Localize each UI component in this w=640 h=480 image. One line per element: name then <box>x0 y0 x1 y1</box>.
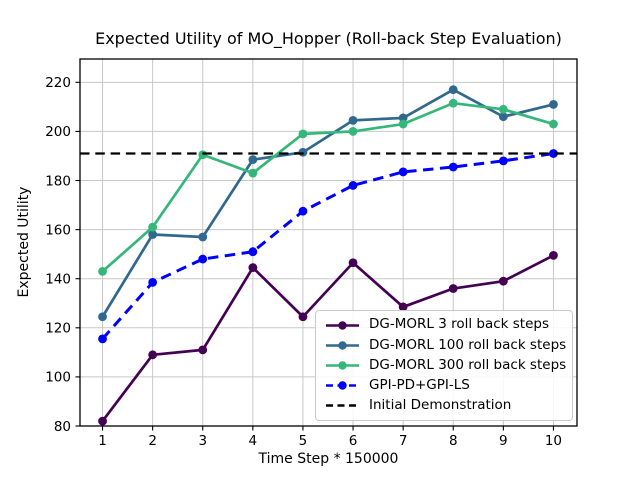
x-tick-label: 9 <box>499 433 508 449</box>
x-tick-label: 6 <box>349 433 358 449</box>
x-tick-label: 4 <box>249 433 258 449</box>
data-point-marker <box>549 100 558 109</box>
data-point-marker <box>248 263 258 273</box>
data-point-marker <box>298 206 308 216</box>
legend-line-sample <box>326 320 359 330</box>
data-point-marker <box>198 254 208 264</box>
y-tick-label: 120 <box>45 321 71 337</box>
legend-marker <box>338 361 347 370</box>
data-point-marker <box>298 129 308 139</box>
data-point-marker <box>348 127 358 136</box>
data-point-marker <box>148 277 158 287</box>
series-line-dg-morl-300-roll-back-steps <box>101 101 554 273</box>
chart-title: Expected Utility of MO_Hopper (Roll-back… <box>95 29 562 48</box>
data-point-marker <box>498 156 508 166</box>
x-tick-label: 1 <box>98 433 107 449</box>
data-point-marker <box>549 119 558 129</box>
data-point-marker <box>448 284 458 293</box>
data-point-marker <box>248 155 258 165</box>
data-point-marker <box>248 168 258 178</box>
legend-marker <box>338 381 347 390</box>
data-point-marker <box>198 150 208 160</box>
data-point-marker <box>549 149 558 158</box>
data-point-marker <box>398 302 408 312</box>
series-line-gpi-pd-gpi-ls <box>101 152 554 340</box>
data-point-marker <box>98 334 107 344</box>
data-point-marker <box>198 232 208 242</box>
series-line-dg-morl-3-roll-back-steps <box>101 254 555 422</box>
y-tick-label: 80 <box>54 419 71 435</box>
legend-label: GPI-PD+GPI-LS <box>369 376 470 393</box>
legend-marker <box>338 320 347 330</box>
data-point-marker <box>498 276 508 286</box>
legend-entry: Initial Demonstration <box>325 399 563 413</box>
data-point-marker <box>498 104 508 114</box>
legend-entry: GPI-PD+GPI-LS <box>325 376 563 393</box>
legend-entry: DG-MORL 100 roll back steps <box>325 336 567 353</box>
x-tick-label: 10 <box>545 433 562 449</box>
y-tick-label: 100 <box>45 370 71 386</box>
y-tick-label: 160 <box>45 222 71 238</box>
data-point-marker <box>549 250 558 260</box>
y-tick-label: 220 <box>45 75 71 91</box>
data-point-marker <box>348 181 358 190</box>
axes-spines <box>79 58 578 427</box>
data-point-marker <box>298 147 308 157</box>
data-point-marker <box>398 113 408 123</box>
legend-line-sample <box>326 381 359 390</box>
data-point-marker <box>148 230 158 239</box>
data-point-marker <box>448 85 458 95</box>
data-point-marker <box>398 167 408 177</box>
y-tick-label: 180 <box>45 173 71 189</box>
x-tick-label: 2 <box>148 433 157 449</box>
legend-label: DG-MORL 100 roll back steps <box>369 336 567 353</box>
data-point-marker <box>498 112 508 122</box>
data-point-marker <box>448 98 458 108</box>
data-point-marker <box>148 350 158 360</box>
legend: DG-MORL 3 roll back steps DG-MORL 100 rol… <box>315 310 573 421</box>
data-point-marker <box>298 312 308 322</box>
legend-label: DG-MORL 3 roll back steps <box>369 316 549 333</box>
y-tick-label: 200 <box>45 124 71 140</box>
legend-entry: DG-MORL 300 roll back steps <box>325 356 567 373</box>
x-tick-label: 5 <box>299 433 308 449</box>
legend-label: DG-MORL 300 roll back steps <box>369 356 567 373</box>
series-line-dg-morl-100-roll-back-steps <box>101 88 554 318</box>
x-tick-label: 3 <box>198 433 207 449</box>
legend-line-sample <box>326 361 359 370</box>
data-point-marker <box>98 266 107 276</box>
data-point-marker <box>98 312 107 322</box>
y-tick-label: 140 <box>45 272 71 288</box>
data-point-marker <box>448 162 458 172</box>
data-point-marker <box>98 416 107 426</box>
legend-label: Initial Demonstration <box>369 397 512 414</box>
legend-line-sample <box>326 404 359 408</box>
legend-entry: DG-MORL 3 roll back steps <box>325 318 563 332</box>
data-point-marker <box>348 115 358 125</box>
data-point-marker <box>198 345 208 355</box>
x-axis-label: Time Step * 150000 <box>258 451 399 467</box>
legend-marker <box>338 341 347 350</box>
data-point-marker <box>398 119 408 129</box>
data-point-marker <box>348 258 358 268</box>
x-tick-label: 8 <box>449 433 458 449</box>
data-point-marker <box>248 247 258 257</box>
x-tick-label: 7 <box>399 433 408 449</box>
data-point-marker <box>148 222 158 232</box>
legend-line-sample <box>326 341 359 350</box>
